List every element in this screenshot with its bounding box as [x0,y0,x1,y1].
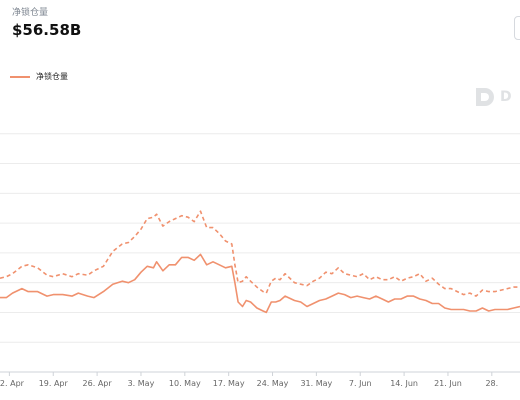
x-tick-label: 7. Jun [349,379,372,388]
legend-swatch [10,75,30,78]
x-tick-label: 24. May [257,379,289,388]
legend-label: 净锁仓量 [36,72,68,81]
series-line-dashed [0,210,520,297]
x-tick-label: 14. Jun [390,379,418,388]
watermark-text: D [500,89,512,105]
chart-series [0,210,520,314]
x-tick-label: 19. Apr [39,379,69,388]
x-tick-label: 31. May [300,379,332,388]
metric-header: 净锁仓量 $56.58B [12,7,81,40]
x-tick-label: 26. Apr [83,379,113,388]
x-tick-label: 12. Apr [0,379,25,388]
series-line-solid [0,253,520,314]
legend-item[interactable]: 净锁仓量 [10,71,68,82]
defillama-logo-icon [476,88,494,106]
watermark: D [474,86,512,108]
metric-value: $56.58B [12,21,82,39]
x-tick-label: 28. [485,379,498,388]
chart-grid [0,133,520,373]
chart-options-button[interactable] [514,16,520,40]
x-tick-label: 10. May [169,379,201,388]
x-tick-label: 17. May [213,379,245,388]
metric-label: 净锁仓量 [12,8,49,18]
x-tick-label: 21. Jun [434,379,462,388]
x-axis: 12. Apr 19. Apr 26. Apr 3. May 10. May 17. Ma… [0,372,498,388]
x-tick-label: 3. May [128,379,155,388]
